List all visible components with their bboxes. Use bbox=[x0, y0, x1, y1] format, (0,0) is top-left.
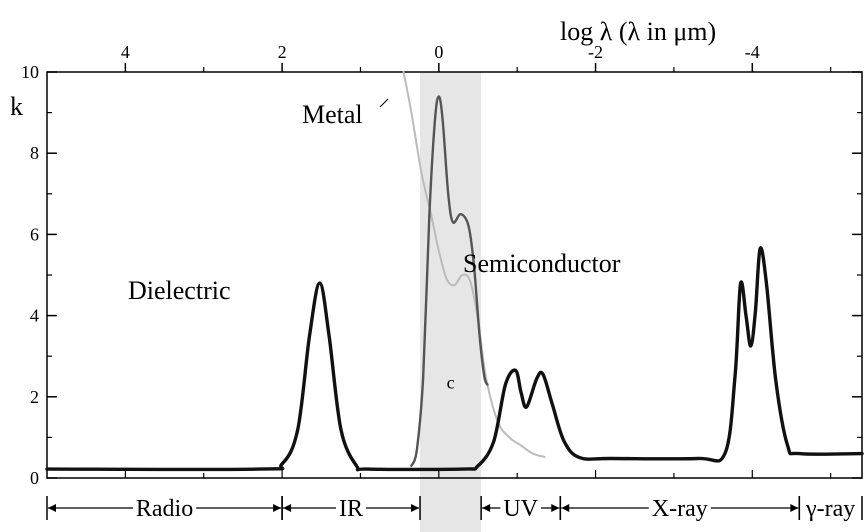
series-line-metal bbox=[402, 71, 546, 458]
band-arrowhead bbox=[411, 504, 420, 512]
band-arrowhead bbox=[48, 504, 56, 512]
band-arrowhead bbox=[273, 504, 282, 512]
band-label: X-ray bbox=[652, 496, 708, 522]
band-ranges: Radio IR UV X-ray γ-ray bbox=[46, 496, 863, 522]
band-arrowhead bbox=[561, 504, 570, 512]
top-axis-tick-label: 0 bbox=[434, 42, 443, 62]
top-axis-tick-label: -2 bbox=[588, 42, 603, 62]
semiconductor-label: Semiconductor bbox=[463, 249, 621, 278]
band-label: IR bbox=[339, 496, 363, 522]
band-arrowhead bbox=[283, 504, 292, 512]
metal-leader bbox=[379, 98, 389, 108]
y-axis-label: k bbox=[10, 92, 23, 121]
dielectric-label: Dielectric bbox=[128, 276, 231, 305]
y-axis-tick-label: 8 bbox=[30, 143, 39, 163]
band-label: Radio bbox=[136, 496, 193, 522]
top-axis-tick-label: 2 bbox=[278, 42, 287, 62]
y-axis-tick-label: 2 bbox=[30, 387, 39, 407]
top-axis-tick-label: -4 bbox=[745, 42, 760, 62]
metal-label: Metal bbox=[302, 100, 363, 129]
top-axis-tick-label: 4 bbox=[121, 42, 130, 62]
visible-band-highlight bbox=[420, 72, 482, 532]
y-axis-tick-label: 0 bbox=[30, 468, 39, 488]
axes: 4 2 0 -2 -4 0 2 4 6 8 10 bbox=[21, 42, 863, 488]
band-arrowhead bbox=[482, 504, 491, 512]
y-axis-tick-label: 10 bbox=[21, 62, 39, 82]
visible-band-label: c bbox=[447, 373, 455, 393]
band-label: UV bbox=[503, 496, 538, 522]
band-label: γ-ray bbox=[805, 496, 855, 522]
top-axis-label: log λ (λ in μm) bbox=[560, 17, 716, 46]
y-axis-tick-label: 4 bbox=[30, 306, 39, 326]
y-axis-tick-label: 6 bbox=[30, 224, 39, 244]
series-line-semiconductor bbox=[410, 95, 489, 467]
band-arrowhead bbox=[790, 504, 799, 512]
series-line-dielectric bbox=[45, 246, 864, 472]
series-layer bbox=[45, 71, 864, 472]
band-arrowhead bbox=[551, 504, 560, 512]
